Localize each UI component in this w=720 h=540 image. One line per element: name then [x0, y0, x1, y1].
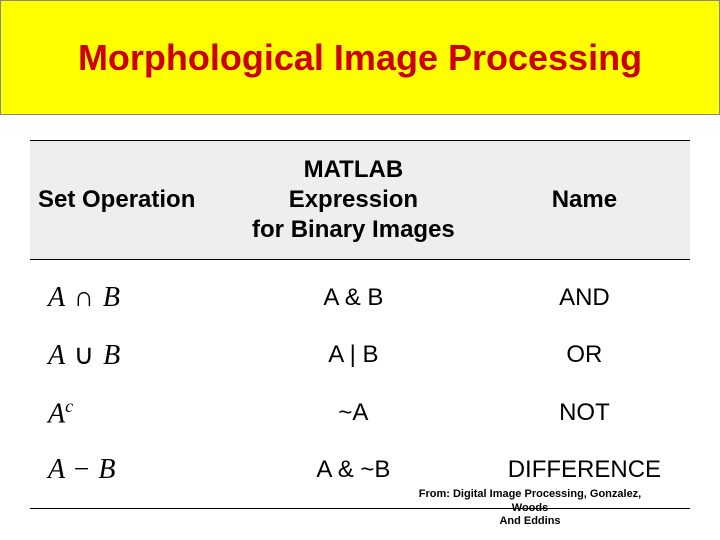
citation-line1: From: Digital Image Processing, Gonzalez… — [410, 488, 650, 514]
cell-set: A ∩ B — [30, 260, 228, 327]
cell-set: A ∪ B — [30, 326, 228, 384]
table-row: A ∪ B A | B OR — [30, 326, 690, 384]
header-set-operation: Set Operation — [30, 141, 228, 260]
header-matlab-expression: MATLAB Expression for Binary Images — [228, 141, 479, 260]
title-banner: Morphological Image Processing — [0, 0, 720, 115]
cell-name: AND — [479, 260, 690, 327]
cell-matlab: ~A — [228, 384, 479, 442]
citation-line2: And Eddins — [410, 515, 650, 528]
cell-matlab: A | B — [228, 326, 479, 384]
cell-set: Ac — [30, 384, 228, 442]
header-name: Name — [479, 141, 690, 260]
cell-matlab: A & B — [228, 260, 479, 327]
header-matlab-line1: MATLAB Expression — [236, 155, 471, 215]
table-row: Ac ~A NOT — [30, 384, 690, 442]
table-header-row: Set Operation MATLAB Expression for Bina… — [30, 141, 690, 260]
cell-name: NOT — [479, 384, 690, 442]
table-body: A ∩ B A & B AND A ∪ B A | B OR Ac ~A NOT… — [30, 260, 690, 509]
cell-name: OR — [479, 326, 690, 384]
table-row: A ∩ B A & B AND — [30, 260, 690, 327]
page-title: Morphological Image Processing — [78, 36, 642, 79]
cell-set: A − B — [30, 442, 228, 509]
operations-table-wrap: Set Operation MATLAB Expression for Bina… — [30, 140, 690, 509]
operations-table: Set Operation MATLAB Expression for Bina… — [30, 140, 690, 509]
citation: From: Digital Image Processing, Gonzalez… — [410, 488, 650, 528]
header-matlab-line2: for Binary Images — [236, 215, 471, 245]
